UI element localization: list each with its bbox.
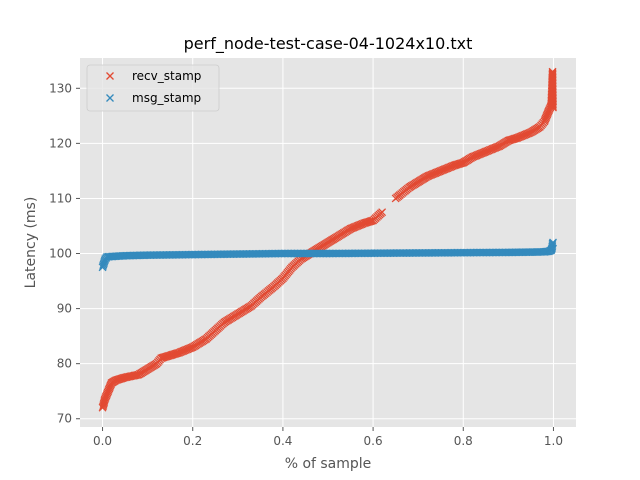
data-point — [378, 208, 387, 217]
data-point — [369, 249, 378, 258]
y-tick-label: 130 — [49, 81, 72, 95]
data-point — [278, 249, 287, 258]
data-point — [513, 133, 522, 142]
data-point — [360, 219, 369, 228]
data-point — [324, 238, 332, 247]
x-tick-label: 0.2 — [183, 434, 202, 448]
data-point — [324, 249, 332, 258]
data-point — [468, 153, 477, 162]
data-point — [233, 310, 242, 319]
data-point — [99, 260, 108, 269]
data-point — [98, 403, 107, 412]
y-tick-label: 120 — [49, 136, 72, 150]
data-point — [98, 263, 107, 272]
legend-marker-msg_stamp — [106, 94, 114, 102]
y-tick-label: 100 — [49, 247, 72, 261]
data-point — [414, 177, 423, 186]
data-point — [333, 233, 341, 241]
data-point — [202, 334, 211, 343]
data-point — [105, 384, 114, 393]
data-point — [157, 354, 166, 363]
legend-box — [86, 64, 220, 112]
x-tick-label: 0.0 — [93, 434, 112, 448]
data-point — [459, 248, 468, 257]
data-point — [346, 224, 355, 233]
data-point — [143, 251, 152, 260]
data-point — [549, 238, 557, 247]
data-point — [495, 142, 504, 151]
data-point — [526, 248, 535, 257]
data-point — [166, 351, 175, 360]
data-point — [504, 136, 513, 145]
data-point — [247, 301, 256, 310]
data-point — [233, 250, 242, 259]
legend-label-msg_stamp: msg_stamp — [132, 91, 201, 105]
data-point — [414, 249, 423, 257]
y-tick-label: 110 — [49, 191, 72, 205]
data-point — [188, 250, 197, 259]
data-marks — [98, 67, 557, 412]
data-point — [103, 389, 112, 398]
data-point — [188, 343, 197, 352]
data-point — [535, 122, 544, 131]
y-tick-label: 90 — [57, 302, 72, 316]
data-point — [548, 67, 557, 76]
series-recv_stamp — [98, 67, 557, 412]
data-point — [278, 274, 287, 283]
data-point — [450, 161, 459, 170]
data-point — [526, 128, 535, 137]
data-point — [269, 282, 278, 291]
data-point — [391, 194, 400, 203]
data-point — [504, 248, 513, 257]
chart-title: perf_node-test-case-04-1024x10.txt — [184, 34, 473, 54]
data-point — [423, 172, 432, 181]
series-msg_stamp — [98, 238, 557, 272]
data-point — [548, 78, 557, 87]
data-point — [134, 370, 143, 379]
x-axis-label: % of sample — [285, 456, 372, 472]
data-point — [546, 103, 555, 112]
x-tick-label: 0.4 — [273, 434, 292, 448]
data-point — [369, 216, 378, 225]
y-axis-label: Latency (ms) — [23, 197, 39, 289]
legend-label-recv_stamp: recv_stamp — [132, 69, 201, 83]
data-point — [405, 183, 414, 192]
data-point — [121, 251, 130, 260]
legend: recv_stamp msg_stamp — [86, 64, 220, 112]
y-tick-label: 80 — [57, 357, 72, 371]
data-point — [287, 263, 296, 272]
data-point — [121, 373, 130, 382]
ticks: 0.0 0.2 0.4 0.6 0.8 1.0 70 80 90 100 110 120 130 — [49, 81, 563, 448]
data-point — [549, 103, 557, 112]
data-point — [542, 111, 551, 120]
legend-marker-recv_stamp — [106, 72, 114, 80]
data-point — [100, 395, 109, 404]
data-point — [436, 166, 445, 175]
data-point — [152, 359, 161, 368]
x-tick-label: 0.8 — [454, 434, 473, 448]
data-point — [540, 117, 549, 126]
data-point — [256, 293, 265, 302]
data-point — [175, 348, 184, 357]
data-point — [103, 252, 112, 261]
data-point — [220, 318, 229, 327]
data-point — [100, 257, 109, 266]
data-point-fill — [133, 370, 142, 379]
x-tick-label: 0.6 — [364, 434, 383, 448]
data-point — [459, 158, 468, 167]
data-point — [107, 378, 116, 387]
data-point — [211, 326, 220, 335]
data-point — [143, 365, 152, 374]
data-point — [112, 376, 121, 385]
y-tick-label: 70 — [57, 412, 72, 426]
x-tick-label: 1.0 — [544, 434, 563, 448]
data-point — [481, 147, 490, 156]
data-point — [547, 246, 556, 255]
